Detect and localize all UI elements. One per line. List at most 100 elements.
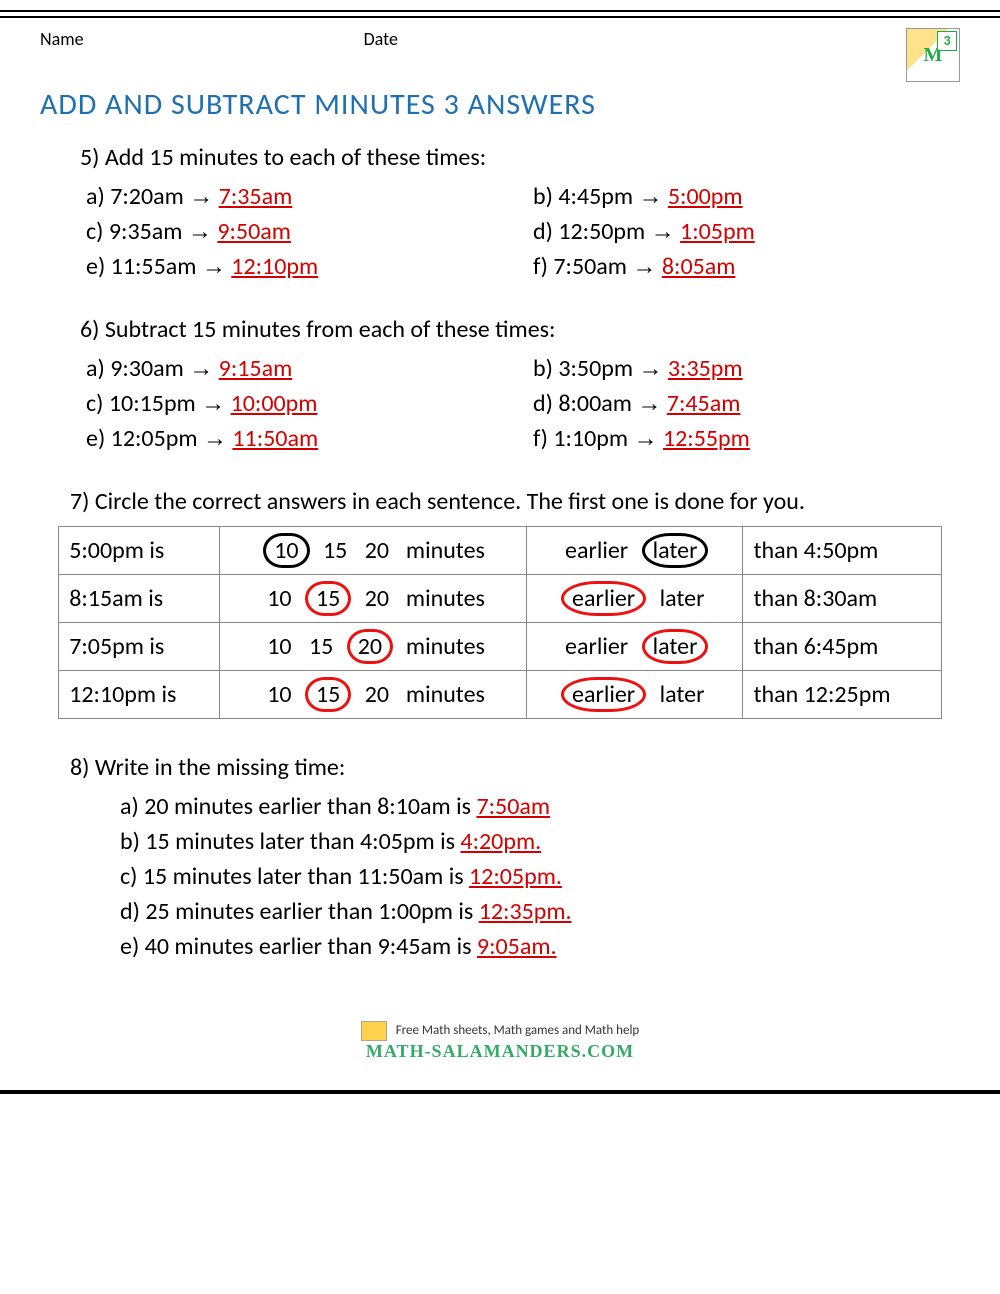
item-answer: 11:50am <box>232 424 318 453</box>
fill-item: b) 15 minutes later than 4:05pm is 4:20p… <box>120 827 970 856</box>
arrow-icon: → <box>634 425 658 452</box>
q6-prompt: 6) Subtract 15 minutes from each of thes… <box>80 315 970 344</box>
time-item: d) 8:00am → 7:45am <box>533 389 970 418</box>
relation-cell: earlier later <box>527 671 743 719</box>
relation-option: later <box>642 533 709 568</box>
relation-cell: earlier later <box>527 575 743 623</box>
arrow-icon: → <box>203 425 227 452</box>
table-row: 12:10pm is10 15 20 minutesearlier latert… <box>59 671 942 719</box>
item-answer: 12:05pm. <box>469 862 562 891</box>
time-item: a) 7:20am → 7:35am <box>86 182 523 211</box>
item-from: 11:55am <box>111 252 197 281</box>
fill-item: d) 25 minutes earlier than 1:00pm is 12:… <box>120 897 970 926</box>
minutes-cell: 10 15 20 minutes <box>220 527 527 575</box>
arrow-icon: → <box>188 218 212 245</box>
question-5: 5) Add 15 minutes to each of these times… <box>30 143 970 281</box>
item-from: 3:50pm <box>558 354 633 383</box>
relation-option: earlier <box>561 536 632 565</box>
q7-table: 5:00pm is10 15 20 minutesearlier laterth… <box>58 526 942 719</box>
time-item: c) 9:35am → 9:50am <box>86 217 523 246</box>
item-answer: 3:35pm <box>668 354 743 383</box>
minute-option: 20 <box>361 584 393 613</box>
item-from: 1:10pm <box>553 424 628 453</box>
minutes-cell: 10 15 20 minutes <box>220 623 527 671</box>
item-from: 4:45pm <box>558 182 633 211</box>
item-from: 9:30am <box>110 354 184 383</box>
question-7: 7) Circle the correct answers in each se… <box>30 487 970 719</box>
item-answer: 8:05am <box>662 252 736 281</box>
item-answer: 7:45am <box>667 389 741 418</box>
rhs-cell: than 8:30am <box>743 575 941 623</box>
relation-option: later <box>656 584 709 613</box>
item-answer: 4:20pm. <box>460 827 541 856</box>
fill-item: a) 20 minutes earlier than 8:10am is 7:5… <box>120 792 970 821</box>
arrow-icon: → <box>201 390 225 417</box>
item-label: b) <box>533 182 558 211</box>
rhs-cell: than 4:50pm <box>743 527 941 575</box>
item-from: 7:50am <box>553 252 627 281</box>
item-label: e) <box>86 252 111 281</box>
time-item: b) 4:45pm → 5:00pm <box>533 182 970 211</box>
q5-prompt: 5) Add 15 minutes to each of these times… <box>80 143 970 172</box>
q8-prompt: 8) Write in the missing time: <box>70 753 970 782</box>
relation-option: later <box>642 629 709 664</box>
item-label: c) <box>86 217 109 246</box>
item-answer: 7:50am <box>476 792 550 821</box>
page-title: ADD AND SUBTRACT MINUTES 3 ANSWERS <box>40 86 970 123</box>
item-answer: 9:50am <box>217 217 291 246</box>
item-answer: 12:35pm. <box>479 897 572 926</box>
relation-cell: earlier later <box>527 623 743 671</box>
time-item: c) 10:15pm → 10:00pm <box>86 389 523 418</box>
footer: Free Math sheets, Math games and Math he… <box>30 1021 970 1062</box>
item-label: e) <box>120 932 145 961</box>
item-label: d) <box>120 897 145 926</box>
table-row: 7:05pm is10 15 20 minutesearlier laterth… <box>59 623 942 671</box>
item-label: f) <box>533 424 553 453</box>
worksheet-page: Name Date M 3 ADD AND SUBTRACT MINUTES 3… <box>0 22 1000 1082</box>
time-item: e) 11:55am → 12:10pm <box>86 252 523 281</box>
relation-option: earlier <box>561 581 646 616</box>
arrow-icon: → <box>202 253 226 280</box>
name-label: Name <box>40 28 84 50</box>
item-label: a) <box>86 182 110 211</box>
item-label: e) <box>86 424 111 453</box>
minute-option: 15 <box>305 677 351 712</box>
minute-option: 20 <box>347 629 393 664</box>
item-answer: 5:00pm <box>668 182 743 211</box>
header-row: Name Date M 3 <box>30 22 970 82</box>
minute-option: 10 <box>263 584 295 613</box>
item-answer: 9:15am <box>219 354 293 383</box>
minute-option: 20 <box>361 680 393 709</box>
relation-option: earlier <box>561 632 632 661</box>
time-item: f) 7:50am → 8:05am <box>533 252 970 281</box>
item-label: f) <box>533 252 553 281</box>
relation-cell: earlier later <box>527 527 743 575</box>
rhs-cell: than 6:45pm <box>743 623 941 671</box>
question-6: 6) Subtract 15 minutes from each of thes… <box>30 315 970 453</box>
item-from: 9:35am <box>109 217 183 246</box>
grade-badge: 3 <box>937 31 957 51</box>
item-text: 15 minutes later than 4:05pm is <box>145 827 460 856</box>
lhs-cell: 12:10pm is <box>59 671 220 719</box>
item-label: b) <box>533 354 558 383</box>
arrow-icon: → <box>189 355 213 382</box>
minute-option: 10 <box>263 680 295 709</box>
item-label: c) <box>120 862 143 891</box>
arrow-icon: → <box>651 218 675 245</box>
date-label: Date <box>364 28 398 50</box>
item-label: a) <box>120 792 144 821</box>
top-double-rule <box>0 10 1000 18</box>
arrow-icon: → <box>632 253 656 280</box>
arrow-icon: → <box>638 355 662 382</box>
table-row: 8:15am is10 15 20 minutesearlier laterth… <box>59 575 942 623</box>
lhs-cell: 5:00pm is <box>59 527 220 575</box>
minutes-cell: 10 15 20 minutes <box>220 575 527 623</box>
minute-option: 20 <box>361 536 393 565</box>
item-from: 8:00am <box>558 389 632 418</box>
relation-option: earlier <box>561 677 646 712</box>
minute-option: 10 <box>263 533 309 568</box>
footer-tagline: Free Math sheets, Math games and Math he… <box>396 1023 640 1038</box>
lhs-cell: 7:05pm is <box>59 623 220 671</box>
item-label: d) <box>533 217 558 246</box>
item-from: 7:20am <box>110 182 184 211</box>
